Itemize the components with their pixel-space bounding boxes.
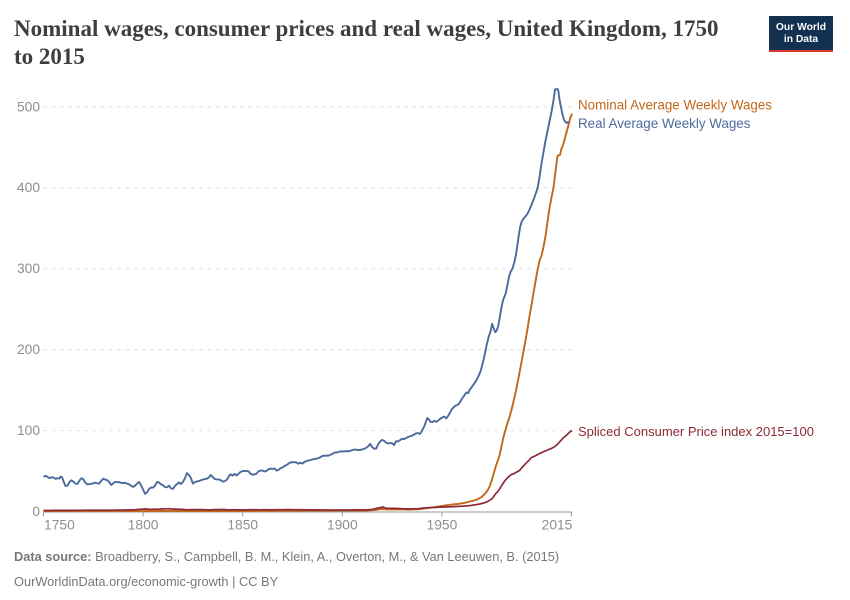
svg-text:300: 300: [17, 261, 40, 276]
svg-text:1850: 1850: [227, 518, 258, 533]
svg-text:Spliced Consumer Price index 2: Spliced Consumer Price index 2015=100: [578, 424, 814, 439]
svg-text:400: 400: [17, 180, 40, 195]
svg-text:200: 200: [17, 342, 40, 357]
svg-text:1950: 1950: [427, 518, 458, 533]
svg-text:0: 0: [32, 504, 40, 519]
svg-text:Nominal Average Weekly Wages: Nominal Average Weekly Wages: [578, 98, 772, 113]
svg-text:500: 500: [17, 99, 40, 114]
svg-text:Real Average Weekly Wages: Real Average Weekly Wages: [578, 116, 751, 131]
svg-text:100: 100: [17, 423, 40, 438]
svg-text:1750: 1750: [44, 518, 75, 533]
svg-text:2015: 2015: [542, 518, 573, 533]
svg-text:1900: 1900: [327, 518, 358, 533]
svg-text:1800: 1800: [128, 518, 159, 533]
